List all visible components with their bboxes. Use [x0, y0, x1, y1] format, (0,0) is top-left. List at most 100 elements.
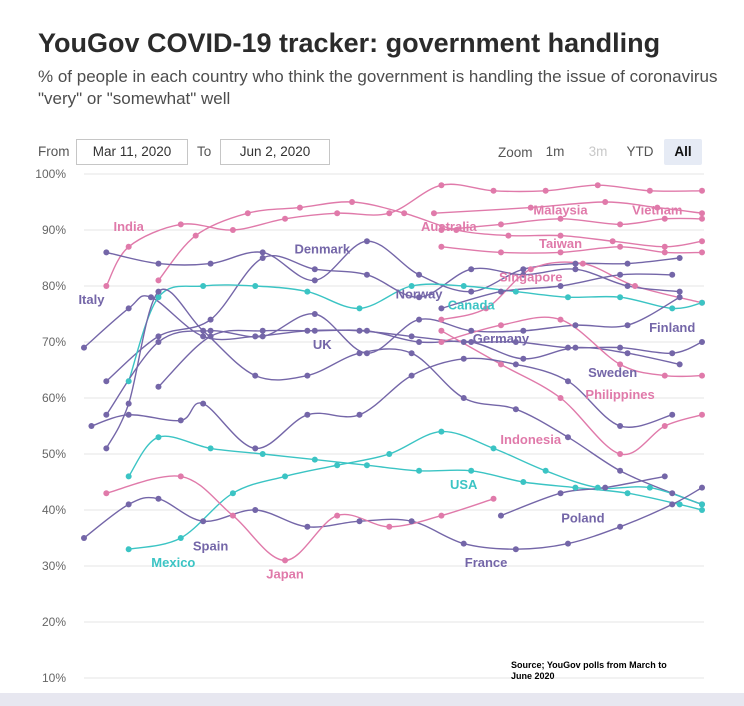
- data-point-usa[interactable]: [468, 467, 475, 474]
- data-point-france[interactable]: [252, 507, 259, 513]
- data-point-france[interactable]: [564, 540, 571, 547]
- data-point-norway[interactable]: [363, 271, 370, 278]
- data-point-india[interactable]: [542, 187, 549, 194]
- data-point-uk[interactable]: [408, 350, 415, 357]
- data-point-norway[interactable]: [207, 316, 214, 323]
- data-point-vietnam[interactable]: [430, 210, 437, 217]
- data-point-sweden[interactable]: [572, 344, 579, 351]
- data-point-uk[interactable]: [200, 327, 207, 334]
- data-point-usa[interactable]: [155, 434, 162, 441]
- data-point-usa[interactable]: [311, 456, 318, 463]
- data-point-norway[interactable]: [103, 378, 110, 385]
- data-point-taiwan[interactable]: [438, 243, 445, 250]
- data-point-india[interactable]: [490, 187, 497, 194]
- data-point-malaysia[interactable]: [438, 227, 445, 233]
- data-point-indonesia[interactable]: [699, 411, 705, 418]
- data-point-malaysia[interactable]: [617, 221, 624, 228]
- data-point-philippines[interactable]: [699, 372, 705, 379]
- data-point-france[interactable]: [304, 523, 311, 530]
- data-point-canada[interactable]: [512, 288, 519, 295]
- data-point-italy[interactable]: [81, 344, 87, 351]
- data-point-vietnam[interactable]: [699, 210, 705, 217]
- data-point-japan[interactable]: [490, 495, 497, 502]
- data-point-vietnam[interactable]: [602, 199, 609, 205]
- data-point-france[interactable]: [669, 501, 676, 508]
- data-point-italy[interactable]: [669, 350, 676, 357]
- data-point-australia[interactable]: [453, 227, 460, 233]
- data-point-mexico[interactable]: [646, 484, 653, 491]
- data-point-mexico[interactable]: [490, 445, 497, 452]
- data-point-spain[interactable]: [88, 423, 95, 429]
- data-point-sweden[interactable]: [311, 327, 318, 334]
- data-point-uk[interactable]: [155, 288, 162, 295]
- data-point-sweden[interactable]: [624, 350, 631, 357]
- data-point-australia[interactable]: [244, 210, 251, 217]
- data-point-canada[interactable]: [460, 283, 467, 289]
- data-point-norway[interactable]: [259, 255, 266, 261]
- data-point-japan[interactable]: [438, 512, 445, 519]
- data-point-spain[interactable]: [617, 423, 624, 429]
- data-point-india[interactable]: [125, 243, 132, 250]
- data-point-australia[interactable]: [661, 243, 668, 250]
- data-point-germany[interactable]: [468, 327, 475, 334]
- series-line-australia[interactable]: [157, 201, 703, 281]
- data-point-mexico[interactable]: [386, 451, 393, 457]
- data-point-australia[interactable]: [155, 277, 162, 284]
- data-point-norway[interactable]: [572, 266, 579, 273]
- data-point-denmark[interactable]: [259, 249, 266, 256]
- data-point-usa[interactable]: [520, 479, 527, 485]
- data-point-mexico[interactable]: [594, 484, 601, 491]
- data-point-germany[interactable]: [416, 316, 423, 323]
- data-point-canada[interactable]: [356, 305, 363, 312]
- series-line-taiwan[interactable]: [441, 246, 703, 254]
- data-point-mexico[interactable]: [125, 546, 132, 553]
- data-point-uk[interactable]: [356, 350, 363, 357]
- data-point-malaysia[interactable]: [699, 215, 705, 222]
- data-point-spain[interactable]: [460, 355, 467, 362]
- data-point-sweden[interactable]: [468, 339, 475, 345]
- data-point-denmark[interactable]: [103, 249, 110, 256]
- data-point-uk[interactable]: [669, 490, 676, 497]
- data-point-australia[interactable]: [192, 232, 199, 239]
- data-point-india[interactable]: [386, 210, 393, 217]
- data-point-japan[interactable]: [229, 512, 236, 519]
- data-point-canada[interactable]: [699, 299, 705, 306]
- data-point-denmark[interactable]: [624, 260, 631, 267]
- data-point-japan[interactable]: [177, 473, 184, 480]
- zoom-1m-button[interactable]: 1m: [545, 144, 565, 159]
- series-line-poland[interactable]: [500, 475, 665, 517]
- data-point-sweden[interactable]: [259, 327, 266, 334]
- data-point-india[interactable]: [229, 227, 236, 233]
- data-point-france[interactable]: [200, 518, 207, 525]
- data-point-denmark[interactable]: [468, 288, 475, 295]
- zoom-ytd-button[interactable]: YTD: [626, 144, 654, 159]
- zoom-all-button[interactable]: All: [664, 139, 702, 165]
- series-line-japan[interactable]: [106, 475, 494, 562]
- data-point-france[interactable]: [408, 518, 415, 525]
- series-line-france[interactable]: [83, 486, 703, 550]
- data-point-usa[interactable]: [363, 462, 370, 469]
- data-point-mexico[interactable]: [177, 535, 184, 541]
- data-point-india[interactable]: [282, 215, 289, 222]
- data-point-finland[interactable]: [617, 271, 624, 278]
- data-point-canada[interactable]: [408, 283, 415, 289]
- data-point-usa[interactable]: [416, 467, 423, 474]
- data-point-germany[interactable]: [311, 311, 318, 317]
- data-point-usa[interactable]: [259, 451, 266, 457]
- data-point-france[interactable]: [81, 535, 87, 541]
- data-point-spain[interactable]: [356, 411, 363, 418]
- data-point-indonesia[interactable]: [617, 451, 624, 457]
- data-point-poland[interactable]: [497, 512, 504, 519]
- data-point-spain[interactable]: [252, 445, 259, 452]
- data-point-germany[interactable]: [259, 333, 266, 340]
- data-point-norway[interactable]: [468, 266, 475, 273]
- data-point-germany[interactable]: [207, 327, 214, 334]
- data-point-mexico[interactable]: [282, 473, 289, 480]
- data-point-usa[interactable]: [699, 507, 705, 513]
- data-point-canada[interactable]: [564, 294, 571, 301]
- data-point-australia[interactable]: [349, 199, 356, 205]
- data-point-india[interactable]: [334, 210, 341, 217]
- data-point-denmark[interactable]: [207, 260, 214, 267]
- data-point-uk[interactable]: [617, 467, 624, 474]
- data-point-philippines[interactable]: [661, 372, 668, 379]
